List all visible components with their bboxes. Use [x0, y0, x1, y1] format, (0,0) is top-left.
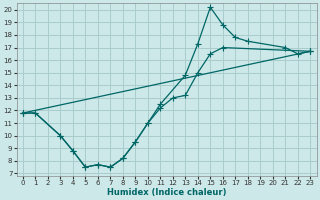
X-axis label: Humidex (Indice chaleur): Humidex (Indice chaleur) — [107, 188, 226, 197]
